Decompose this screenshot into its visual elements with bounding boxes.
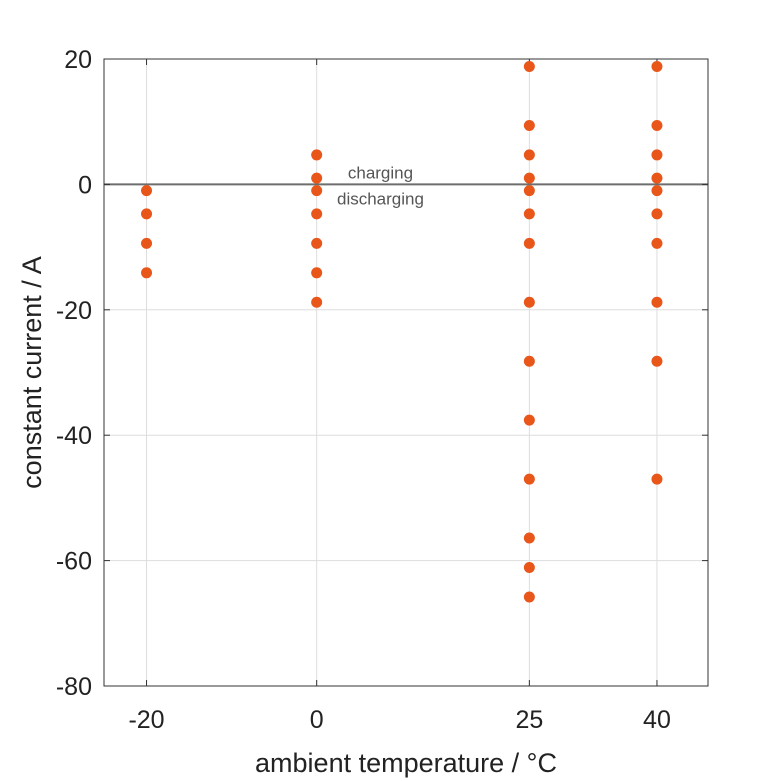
- data-point: [523, 172, 535, 184]
- data-point: [141, 237, 153, 249]
- data-point: [651, 473, 663, 485]
- data-point: [523, 237, 535, 249]
- data-point: [523, 185, 535, 197]
- x-tick-label: 25: [515, 706, 543, 734]
- grid: [104, 58, 708, 687]
- annotation-discharging: discharging: [337, 189, 424, 208]
- data-point: [311, 185, 323, 197]
- x-axis-label: ambient temperature / °C: [255, 748, 557, 778]
- data-point: [523, 149, 535, 161]
- data-point: [523, 473, 535, 485]
- data-point: [651, 149, 663, 161]
- data-point: [651, 355, 663, 367]
- x-tick-label: 40: [643, 706, 671, 734]
- x-tick-label: 0: [310, 706, 324, 734]
- y-tick-label: -60: [56, 548, 92, 576]
- y-tick-label: 20: [64, 46, 92, 74]
- y-tick-label: -20: [56, 297, 92, 325]
- y-tick-label: -80: [56, 673, 92, 701]
- plot-frame: [103, 58, 709, 687]
- data-point: [523, 208, 535, 220]
- data-point: [311, 208, 323, 220]
- data-point: [523, 355, 535, 367]
- data-points: [141, 61, 663, 603]
- data-point: [311, 149, 323, 161]
- y-tick-label: -40: [56, 422, 92, 450]
- data-point: [651, 208, 663, 220]
- data-point: [651, 119, 663, 131]
- data-point: [523, 561, 535, 573]
- x-axis-ticks: -20 0 25 40: [128, 59, 671, 734]
- data-point: [651, 61, 663, 73]
- data-point: [651, 237, 663, 249]
- data-point: [651, 185, 663, 197]
- data-point: [651, 296, 663, 308]
- data-point: [523, 591, 535, 603]
- data-point: [523, 532, 535, 544]
- data-point: [651, 172, 663, 184]
- data-point: [523, 119, 535, 131]
- y-axis-label: constant current / A: [17, 256, 47, 489]
- data-point: [141, 267, 153, 279]
- data-point: [311, 172, 323, 184]
- data-point: [141, 208, 153, 220]
- data-point: [311, 296, 323, 308]
- data-point: [311, 267, 323, 279]
- data-point: [141, 185, 153, 197]
- data-point: [311, 237, 323, 249]
- y-tick-label: 0: [78, 171, 92, 199]
- y-axis-ticks: 20 0 -20 -40 -60 -80: [56, 46, 708, 701]
- data-point: [523, 296, 535, 308]
- data-point: [523, 61, 535, 73]
- data-point: [523, 414, 535, 426]
- annotation-charging: charging: [348, 163, 413, 182]
- x-tick-label: -20: [128, 706, 164, 734]
